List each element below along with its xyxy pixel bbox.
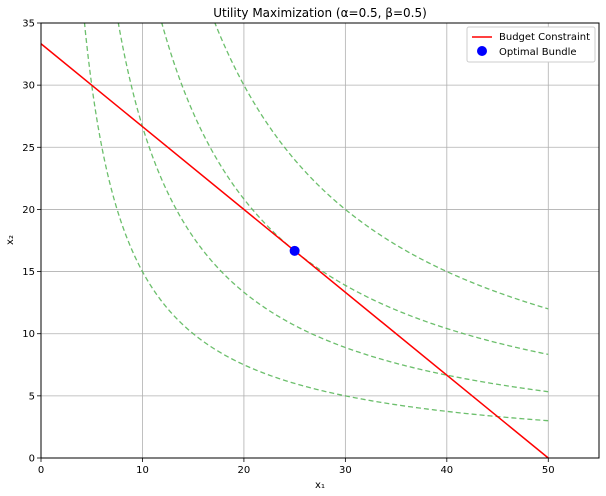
legend-optimal-label: Optimal Bundle (499, 47, 577, 58)
x-tick-label: 20 (238, 465, 251, 476)
indifference-curve-1 (83, 23, 549, 422)
y-tick-label: 35 (22, 19, 35, 30)
optimal-point-layer (289, 245, 300, 256)
y-tick-label: 5 (29, 391, 35, 402)
x-tick-label: 0 (38, 465, 44, 476)
chart-title: Utility Maximization (α=0.5, β=0.5) (213, 6, 427, 20)
indifference-curve-2 (117, 23, 549, 393)
x-tick-label: 50 (542, 465, 555, 476)
optimal-bundle-point (289, 245, 300, 256)
x-axis-label: x₁ (315, 480, 325, 491)
y-tick-label: 25 (22, 143, 35, 154)
x-tick-label: 30 (339, 465, 352, 476)
axis-ticks: 0 10 20 30 40 50 0 5 10 15 20 25 30 35 (22, 19, 554, 477)
indifference-curve-4 (214, 23, 549, 310)
plot-frame (40, 22, 600, 459)
x-tick-label: 10 (136, 465, 149, 476)
y-tick-label: 20 (22, 205, 35, 216)
legend-optimal-swatch (477, 46, 487, 56)
indifference-curves (83, 23, 549, 422)
x-tick-label: 40 (440, 465, 453, 476)
y-tick-label: 0 (29, 454, 35, 465)
indifference-curve-3 (161, 23, 549, 356)
y-tick-label: 15 (22, 267, 35, 278)
legend: Budget Constraint Optimal Bundle (466, 26, 596, 63)
y-axis-label: x₂ (5, 235, 16, 245)
y-tick-label: 30 (22, 81, 35, 92)
legend-box (466, 26, 596, 63)
y-tick-label: 10 (22, 329, 35, 340)
plot-area (41, 23, 599, 458)
legend-budget-label: Budget Constraint (499, 32, 590, 43)
